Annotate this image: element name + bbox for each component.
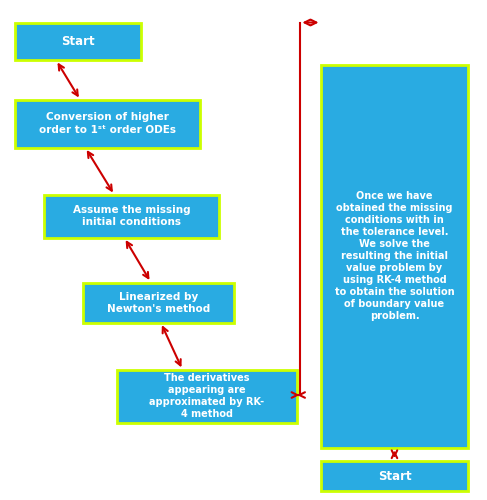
FancyBboxPatch shape	[117, 370, 297, 422]
Text: Start: Start	[377, 470, 412, 482]
Text: The derivatives
appearing are
approximated by RK-
4 method: The derivatives appearing are approximat…	[150, 373, 264, 419]
FancyBboxPatch shape	[83, 282, 234, 323]
Text: Assume the missing
initial conditions: Assume the missing initial conditions	[73, 205, 190, 227]
Text: Start: Start	[61, 35, 95, 48]
Text: Linearized by
Newton's method: Linearized by Newton's method	[107, 292, 210, 314]
FancyBboxPatch shape	[321, 65, 468, 448]
FancyBboxPatch shape	[321, 461, 468, 491]
Text: Conversion of higher: Conversion of higher	[46, 112, 169, 122]
Text: Once we have
obtained the missing
conditions with in
the tolerance level.
We sol: Once we have obtained the missing condit…	[335, 191, 454, 322]
FancyBboxPatch shape	[15, 22, 141, 60]
Text: order to 1ˢᵗ order ODEs: order to 1ˢᵗ order ODEs	[38, 126, 176, 136]
FancyBboxPatch shape	[44, 195, 219, 238]
FancyBboxPatch shape	[15, 100, 200, 148]
